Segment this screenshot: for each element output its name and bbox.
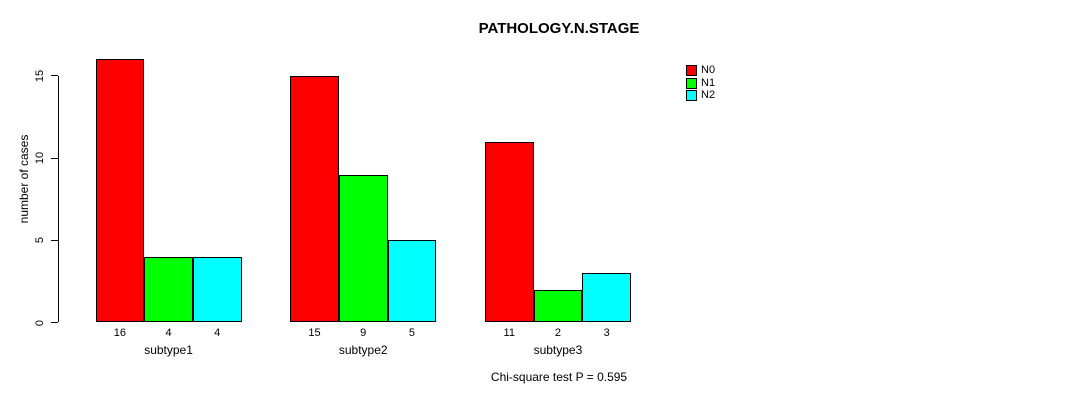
bar-value-label: 9: [360, 327, 367, 339]
legend-label-n1: N1: [701, 76, 716, 89]
legend-swatch-n1: [686, 77, 697, 89]
bar-value-label: 15: [308, 327, 321, 339]
legend-label-n0: N0: [701, 64, 716, 76]
y-tick: [51, 239, 58, 241]
bar-value-label: 5: [408, 327, 415, 339]
bar-n0-subtype3: [484, 141, 534, 323]
y-tick: [51, 322, 58, 323]
y-axis-line: [58, 75, 59, 323]
bar-n1-subtype1: [144, 256, 193, 323]
y-tick-label: 0: [34, 319, 46, 326]
bar-value-label: 11: [503, 327, 515, 339]
bar-value-label: 4: [214, 327, 221, 339]
bar-n0-subtype2: [290, 75, 339, 323]
chi-square-annotation: Chi-square test P = 0.595: [490, 370, 628, 384]
bar-n1-subtype3: [533, 289, 583, 323]
bar-n0-subtype1: [95, 59, 145, 323]
legend-swatch-n2: [686, 90, 697, 101]
category-label: subtype3: [533, 343, 583, 357]
bar-n2-subtype1: [192, 256, 242, 323]
legend-label-n2: N2: [701, 89, 716, 101]
bar-n2-subtype3: [582, 273, 631, 323]
y-tick-label: 15: [34, 69, 46, 83]
bar-value-label: 2: [554, 327, 561, 339]
category-label: subtype2: [338, 343, 388, 357]
legend-swatch-n0: [686, 65, 697, 76]
y-tick-label: 5: [34, 237, 46, 244]
bar-value-label: 3: [603, 327, 610, 339]
category-label: subtype1: [144, 343, 193, 357]
y-axis-label: number of cases: [17, 134, 31, 224]
bar-value-label: 4: [165, 327, 172, 339]
bar-n2-subtype2: [387, 240, 437, 323]
bar-value-label: 16: [113, 327, 126, 339]
bar-n1-subtype2: [338, 174, 388, 323]
y-tick: [51, 157, 58, 159]
y-tick: [51, 75, 58, 77]
y-tick-label: 10: [34, 151, 46, 165]
chart-title: PATHOLOGY.N.STAGE: [478, 20, 640, 37]
